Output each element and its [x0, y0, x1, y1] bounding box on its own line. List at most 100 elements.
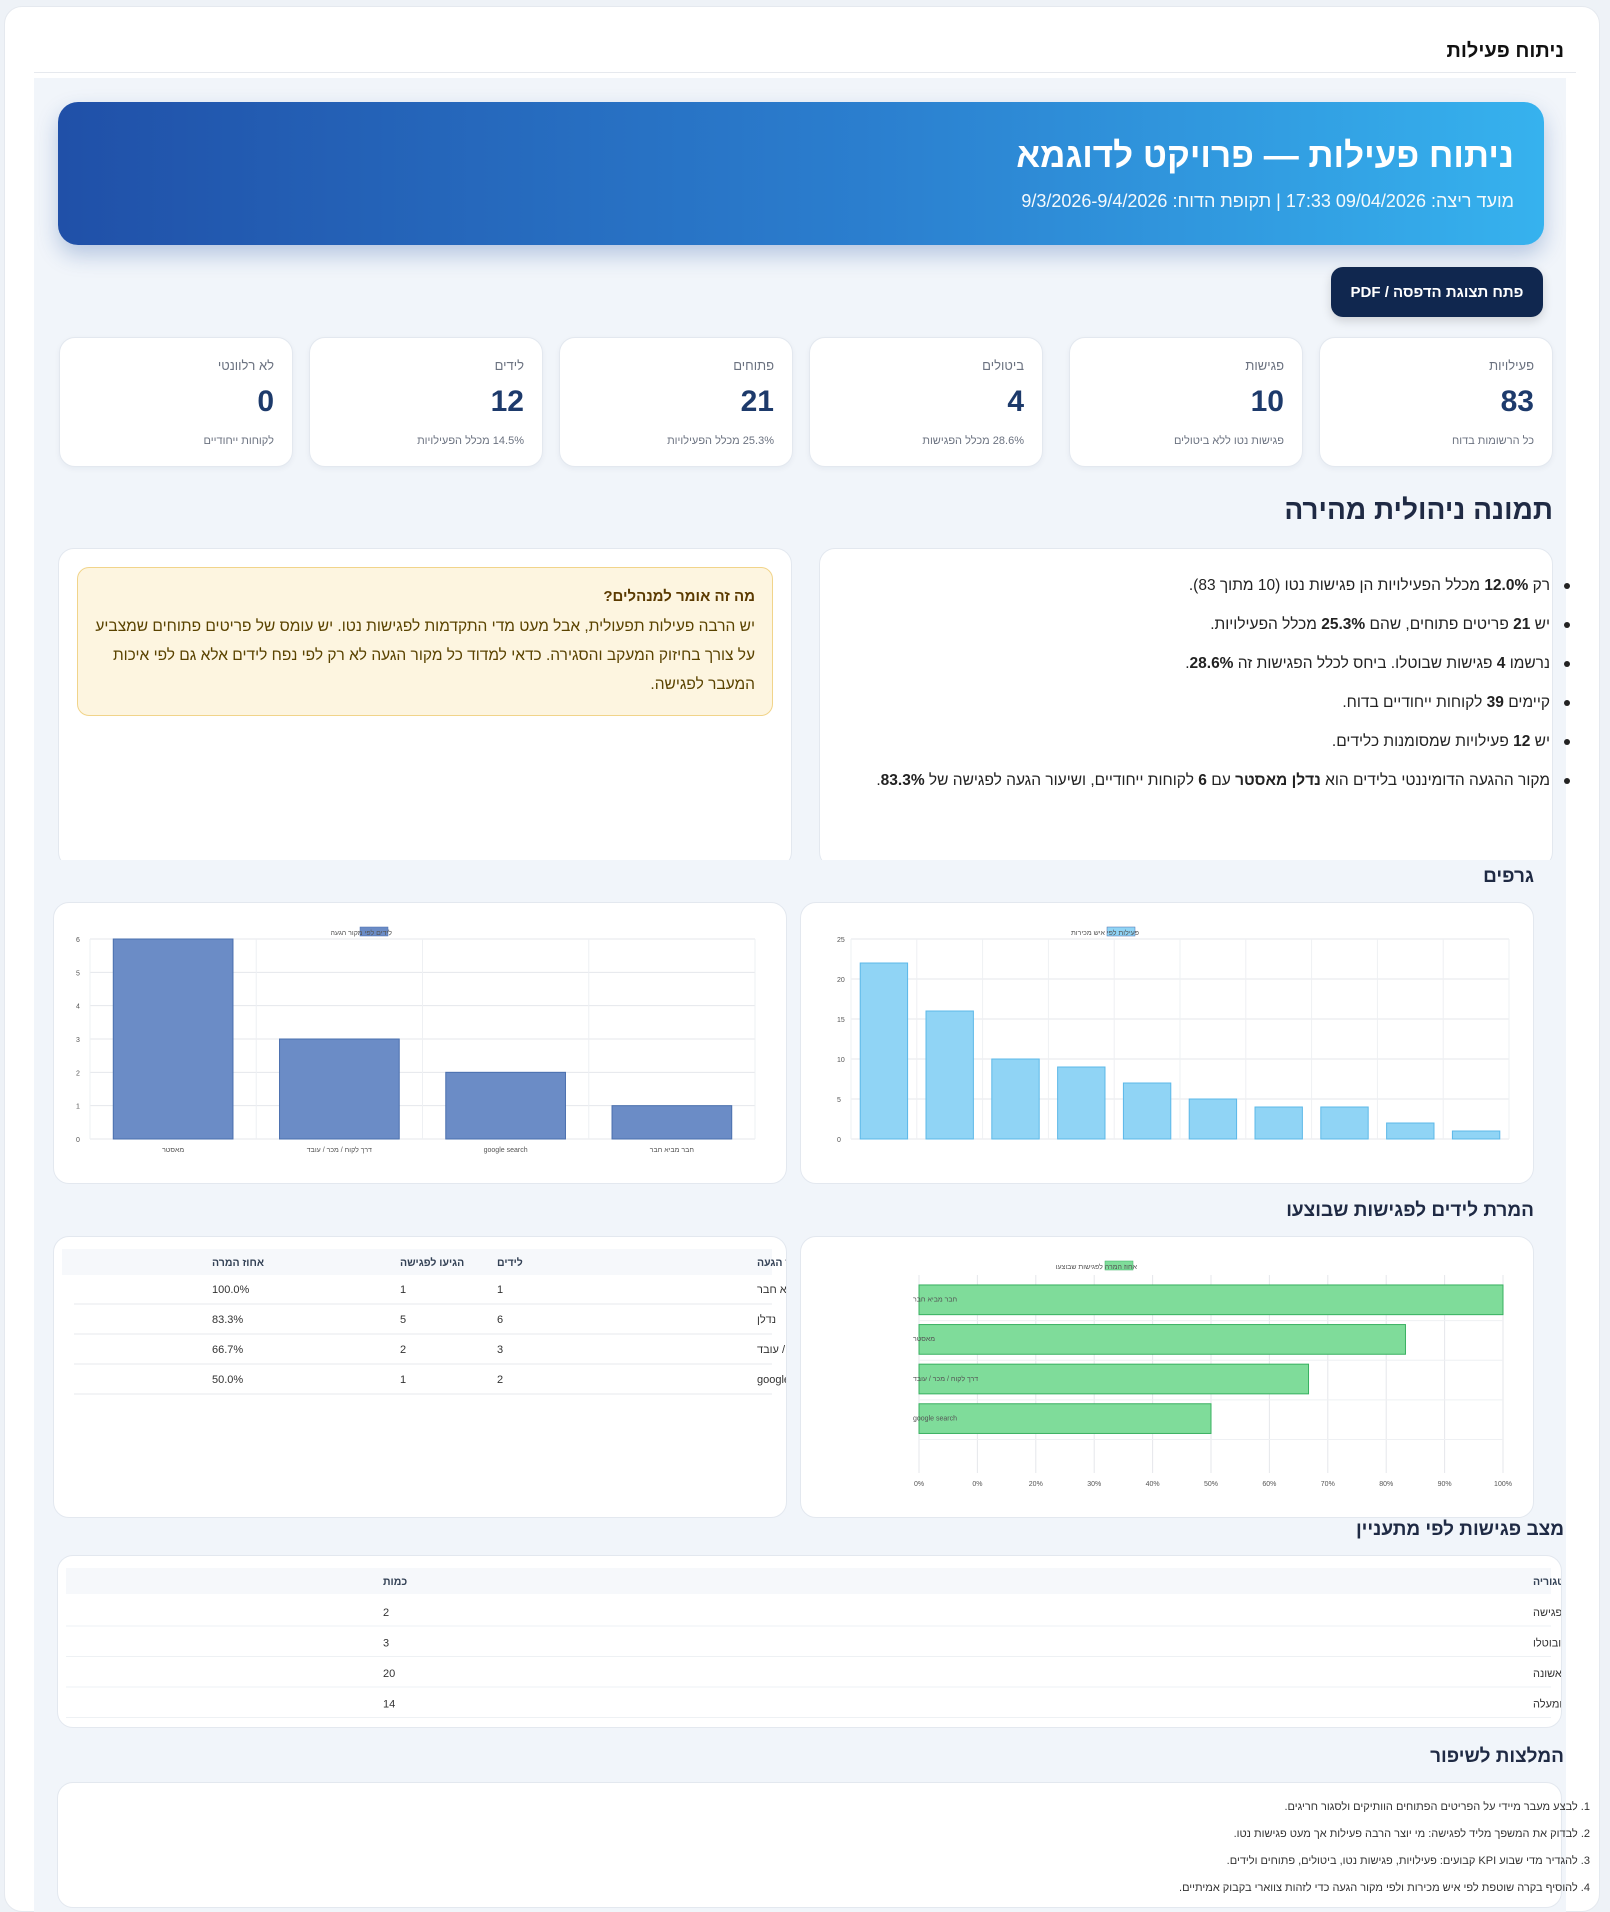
summary-bullet-list: רק 12.0% מכלל הפעילויות הן פגישות נטו (1…: [872, 566, 1572, 800]
kpi-value: 21: [740, 385, 774, 418]
x-tick-label: דרך לקוח / מכר / עובד: [307, 1146, 372, 1154]
graphs-heading: גרפים: [1483, 866, 1534, 887]
kpi-card-irrelevant: לא רלוונטי 0 לקוחות ייחודיים: [59, 337, 293, 467]
kpi-note: 28.6% מכלל הפגישות: [922, 435, 1024, 447]
kpi-card-open: פתוחים 21 25.3% מכלל הפעילויות: [559, 337, 793, 467]
table-header-cell: קטגוריה: [1533, 1576, 1561, 1588]
table-cell: היו בפגישה ראשונה: [1533, 1668, 1561, 1680]
chart-panel-sales-rep: פעילות לפי איש מכירות 0 5 10 15 20 25: [800, 902, 1534, 1184]
x-tick-label: מאסטר: [162, 1147, 184, 1154]
bar: [1254, 1106, 1303, 1140]
legend-swatch: [1106, 926, 1136, 937]
table-header-cell: אחוז המרה: [212, 1257, 264, 1269]
kpi-value: 4: [1007, 385, 1024, 418]
table-cell: 100.0%: [212, 1284, 250, 1296]
x-tick-label: 30%: [1087, 1481, 1101, 1488]
chart-panel-lead-source: לידים לפי מקור הגעה 0 1 2 3 4 5 6 מאסטר דרך לקוח …: [53, 902, 787, 1184]
table-header-cell: מקור הגעה: [757, 1257, 786, 1269]
insight-title: מה זה אומר למנהלים?: [603, 588, 755, 605]
bar: [918, 1284, 1504, 1316]
report-title: ניתוח פעילות — פרויקט לדוגמא: [1016, 136, 1514, 175]
table-cell: 1: [400, 1374, 406, 1386]
bar: [1057, 1066, 1106, 1140]
legend-swatch: [1104, 1260, 1134, 1271]
table-cell: חבר מביא חבר: [757, 1284, 786, 1296]
x-tick-label: 80%: [1379, 1481, 1393, 1488]
table-cell: 2: [497, 1374, 503, 1386]
bar: [112, 938, 234, 1140]
table-cell: 3: [383, 1638, 389, 1650]
print-pdf-button[interactable]: פתח תצוגת הדפסה / PDF: [1331, 267, 1543, 317]
x-tick-label: 90%: [1438, 1481, 1452, 1488]
table-header-row: [66, 1568, 1551, 1594]
bar: [1188, 1098, 1238, 1140]
bar: [1386, 1122, 1435, 1140]
management-insight-box: מה זה אומר למנהלים? יש הרבה פעילות תפעול…: [77, 567, 773, 716]
summary-bullet: רק 12.0% מכלל הפעילויות הן פגישות נטו (1…: [872, 566, 1572, 605]
y-tick-label: 5: [76, 970, 80, 977]
kpi-note: כל הרשומות בדוח: [1451, 435, 1534, 447]
bar: [925, 1010, 974, 1140]
y-tick-label: 0: [76, 1137, 80, 1144]
interest-table: קטגוריה כמות לא תיאם: עדיין פגישה 2 תיאבו פג…: [66, 1568, 1610, 1718]
conversion-chart: אחוז המרה לפגישות שבוצעו 0% 0% 20% 30% 40% 50%…: [913, 1260, 1512, 1488]
kpi-label: פתוחים: [733, 358, 774, 373]
summary-bullet: יש 21 פריטים פתוחים, שהם 25.3% מכלל הפעי…: [872, 605, 1572, 644]
table-cell: לא תיאם: עדיין פגישה: [1533, 1606, 1561, 1619]
kpi-value: 12: [490, 385, 524, 418]
y-tick-label: 20: [837, 977, 845, 984]
summary-bullet: יש 12 פעילויות שמסומנות כלידים.: [872, 722, 1572, 761]
table-cell: 3: [497, 1344, 503, 1356]
kpi-label: פגישות: [1245, 358, 1284, 373]
conversion-table: מקור הגעה לידים הגיעו לפגישה אחוז המרה חבר מ…: [62, 1249, 859, 1395]
interest-table-panel: קטגוריה כמות לא תיאם: עדיין פגישה 2 תיאבו פג…: [57, 1555, 1610, 1728]
x-tick-label: google search: [484, 1147, 528, 1154]
insight-text: יש הרבה פעילות תפעולית, אבל מעט מדי התקד…: [95, 618, 755, 693]
bar: [611, 1105, 733, 1140]
table-cell: היו בפגישה שניה ומעלה: [1533, 1698, 1561, 1711]
bar: [918, 1403, 1212, 1434]
table-cell: 1: [400, 1284, 406, 1296]
table-cell: נדלן: [757, 1313, 776, 1326]
summary-heading: תמונה ניהולית מהירה: [1284, 494, 1553, 525]
table-cell: דרך לקוח / מכר / עובד: [757, 1343, 786, 1356]
x-tick-label: 0%: [972, 1481, 982, 1488]
y-tick-label: 2: [76, 1070, 80, 1077]
kpi-card-cancellations: ביטולים 4 28.6% מכלל הפגישות: [809, 337, 1043, 467]
table-cell: תיאבו פגישה ראשונה ובוטלו: [1533, 1637, 1561, 1650]
kpi-label: לא רלוונטי: [217, 358, 274, 373]
legend-swatch: [359, 926, 389, 937]
activity-by-rep-chart: פעילות לפי איש מכירות 0 5 10 15 20 25: [837, 926, 1510, 1144]
report-header: ניתוח פעילות — פרויקט לדוגמא מועד ריצה: …: [58, 102, 1544, 245]
kpi-note: לקוחות ייחודיים: [203, 435, 274, 447]
x-tick-label: 70%: [1321, 1481, 1335, 1488]
kpi-card-meetings: פגישות 10 פגישות נטו ללא ביטולים: [1069, 337, 1303, 467]
summary-bullet: קיימים 39 לקוחות ייחודיים בדוח.: [872, 683, 1572, 722]
title-divider: [34, 72, 1576, 73]
bar: [918, 1363, 1310, 1395]
report-subtitle: מועד ריצה: 09/04/2026 17:33 | תקופת הדוח…: [1021, 191, 1514, 211]
bar: [918, 1324, 1406, 1355]
table-cell: 5: [400, 1314, 406, 1326]
x-tick-label: 20%: [1029, 1481, 1043, 1488]
table-cell: 20: [383, 1668, 395, 1680]
kpi-note: 25.3% מכלל הפעילויות: [667, 435, 774, 447]
conversion-table-panel: מקור הגעה לידים הגיעו לפגישה אחוז המרה חבר מ…: [53, 1236, 859, 1518]
kpi-note: 14.5% מכלל הפעילויות: [417, 435, 524, 447]
x-tick-label: 50%: [1204, 1481, 1218, 1488]
x-tick-label: 60%: [1262, 1481, 1276, 1488]
recommendation-item: 2. לבדוק את המשפך מליד לפגישה: מי יוצר ה…: [1233, 1828, 1590, 1840]
table-cell: 6: [497, 1314, 503, 1326]
y-tick-label: מאסטר: [913, 1336, 935, 1343]
y-tick-label: 3: [76, 1037, 80, 1044]
recommendation-item: 4. להוסיף בקרה שוטפת לפי איש מכירות ולפי…: [1179, 1882, 1590, 1894]
y-tick-label: google search: [913, 1415, 957, 1422]
kpi-value: 10: [1250, 385, 1284, 418]
chart-panel-conversion: אחוז המרה לפגישות שבוצעו 0% 0% 20% 30% 40% 50%…: [800, 1236, 1534, 1518]
y-tick-label: 1: [76, 1104, 80, 1111]
x-tick-label: חבר מביא חבר: [650, 1147, 695, 1154]
recommendation-item: 3. להגדיר מדי שבוע KPI קבועים: פעילויות,…: [1226, 1855, 1590, 1867]
y-tick-label: 15: [837, 1017, 845, 1024]
table-header-cell: לידים: [497, 1257, 523, 1269]
bar: [1451, 1130, 1501, 1140]
